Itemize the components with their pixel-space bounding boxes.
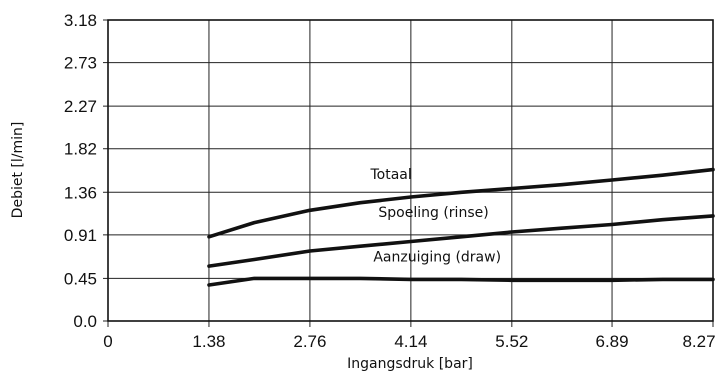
x-tick-label: 5.52 bbox=[495, 332, 528, 351]
x-tick-labels: 0 1.38 2.76 4.14 5.52 6.89 8.27 bbox=[103, 332, 715, 351]
x-tick-label: 6.89 bbox=[595, 332, 628, 351]
y-tick-label: 1.36 bbox=[64, 183, 97, 202]
y-tick-labels: 0.0 0.45 0.91 1.36 1.82 2.27 2.73 3.18 bbox=[64, 11, 97, 331]
x-tick-label: 0 bbox=[103, 332, 112, 351]
series-label: Aanzuiging (draw) bbox=[373, 249, 501, 265]
series-lines bbox=[207, 167, 715, 287]
x-tick-label: 4.14 bbox=[394, 332, 427, 351]
series-line-1 bbox=[207, 214, 715, 268]
series-label: Spoeling (rinse) bbox=[378, 205, 488, 221]
y-tick-label: 0.91 bbox=[64, 226, 97, 245]
x-tick-label: 2.76 bbox=[293, 332, 326, 351]
y-tick-label: 0.0 bbox=[73, 312, 97, 331]
series-line-0 bbox=[207, 167, 715, 239]
series-line-2 bbox=[207, 276, 715, 287]
x-tick-label: 1.38 bbox=[192, 332, 225, 351]
x-tick-label: 8.27 bbox=[682, 332, 715, 351]
y-tick-label: 0.45 bbox=[64, 269, 97, 288]
series-label: Totaal bbox=[369, 167, 411, 183]
x-axis-label: Ingangsdruk [bar] bbox=[347, 356, 473, 372]
y-axis-label: Debiet [l/min] bbox=[10, 122, 26, 219]
series-labels: Totaal Spoeling (rinse) Aanzuiging (draw) bbox=[369, 167, 501, 265]
y-tick-label: 2.73 bbox=[64, 54, 97, 73]
y-tick-label: 3.18 bbox=[64, 11, 97, 30]
y-tick-label: 2.27 bbox=[64, 97, 97, 116]
y-tick-label: 1.82 bbox=[64, 140, 97, 159]
